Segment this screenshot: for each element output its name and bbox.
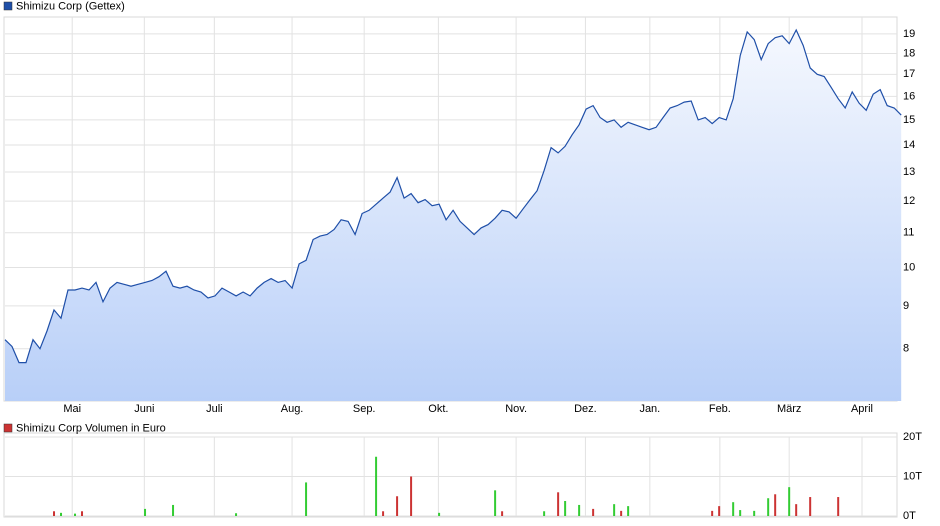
volume-bar: [592, 508, 595, 516]
volume-bar: [795, 504, 798, 516]
volume-bar: [739, 510, 742, 516]
y-tick-label: 10T: [903, 470, 922, 482]
x-tick-label: Aug.: [281, 403, 304, 415]
legend-swatch: [3, 423, 13, 433]
x-tick-label: April: [851, 403, 873, 415]
y-tick-label: 13: [903, 166, 915, 178]
legend-swatch: [3, 1, 13, 11]
volume-bar: [837, 497, 840, 516]
price-line: [4, 28, 902, 364]
volume-bar: [767, 498, 770, 516]
volume-bar: [711, 510, 714, 516]
x-tick-label: Juli: [206, 403, 223, 415]
y-tick-label: 0T: [903, 510, 916, 522]
volume-bar: [396, 496, 399, 516]
x-tick-label: Mai: [63, 403, 81, 415]
x-tick-label: Sep.: [353, 403, 376, 415]
volume-bar: [718, 506, 721, 516]
x-tick-label: Okt.: [428, 403, 448, 415]
y-tick-label: 15: [903, 114, 915, 126]
volume-bar: [557, 492, 560, 516]
legend-label: Shimizu Corp Volumen in Euro: [16, 422, 166, 434]
volume-bar: [81, 511, 84, 516]
volume-bar: [543, 511, 546, 516]
volume-bar: [494, 490, 497, 516]
y-tick-label: 11: [903, 227, 914, 239]
y-tick-label: 14: [903, 139, 915, 151]
x-tick-label: Nov.: [505, 403, 527, 415]
price-area: [5, 30, 902, 401]
y-tick-label: 17: [903, 68, 915, 80]
x-tick-label: Juni: [134, 403, 154, 415]
legend-label: Shimizu Corp (Gettex): [16, 0, 125, 12]
y-tick-label: 9: [903, 300, 909, 312]
volume-bar: [788, 487, 791, 516]
y-tick-label: 20T: [903, 431, 922, 443]
volume-bar: [578, 504, 581, 516]
volume-bar: [438, 512, 441, 516]
volume-bar: [501, 511, 504, 516]
volume-bar: [235, 513, 238, 516]
volume-bar: [305, 482, 308, 516]
x-tick-label: Dez.: [574, 403, 597, 415]
volume-bar: [613, 504, 616, 516]
volume-bar: [732, 502, 735, 516]
y-tick-label: 8: [903, 343, 909, 355]
volume-frame: [3, 432, 898, 518]
volume-bar: [410, 476, 413, 516]
y-tick-label: 10: [903, 261, 915, 273]
volume-bar: [172, 504, 175, 516]
volume-bar: [627, 506, 630, 516]
volume-bar: [53, 511, 56, 516]
volume-bar: [620, 510, 623, 516]
x-tick-label: Feb.: [709, 403, 731, 415]
volume-bar: [774, 494, 777, 516]
volume-bar: [753, 510, 756, 516]
volume-bar: [375, 456, 378, 516]
x-tick-label: Jan.: [639, 403, 660, 415]
y-tick-label: 16: [903, 90, 915, 102]
y-tick-label: 18: [903, 47, 915, 59]
volume-bar: [809, 497, 812, 516]
volume-bar: [60, 512, 63, 516]
y-tick-label: 12: [903, 195, 915, 207]
y-tick-label: 19: [903, 28, 915, 40]
volume-bar: [74, 513, 77, 516]
x-tick-label: März: [777, 403, 801, 415]
volume-bar: [382, 511, 385, 516]
volume-bar: [144, 508, 147, 516]
volume-bar: [564, 500, 567, 516]
